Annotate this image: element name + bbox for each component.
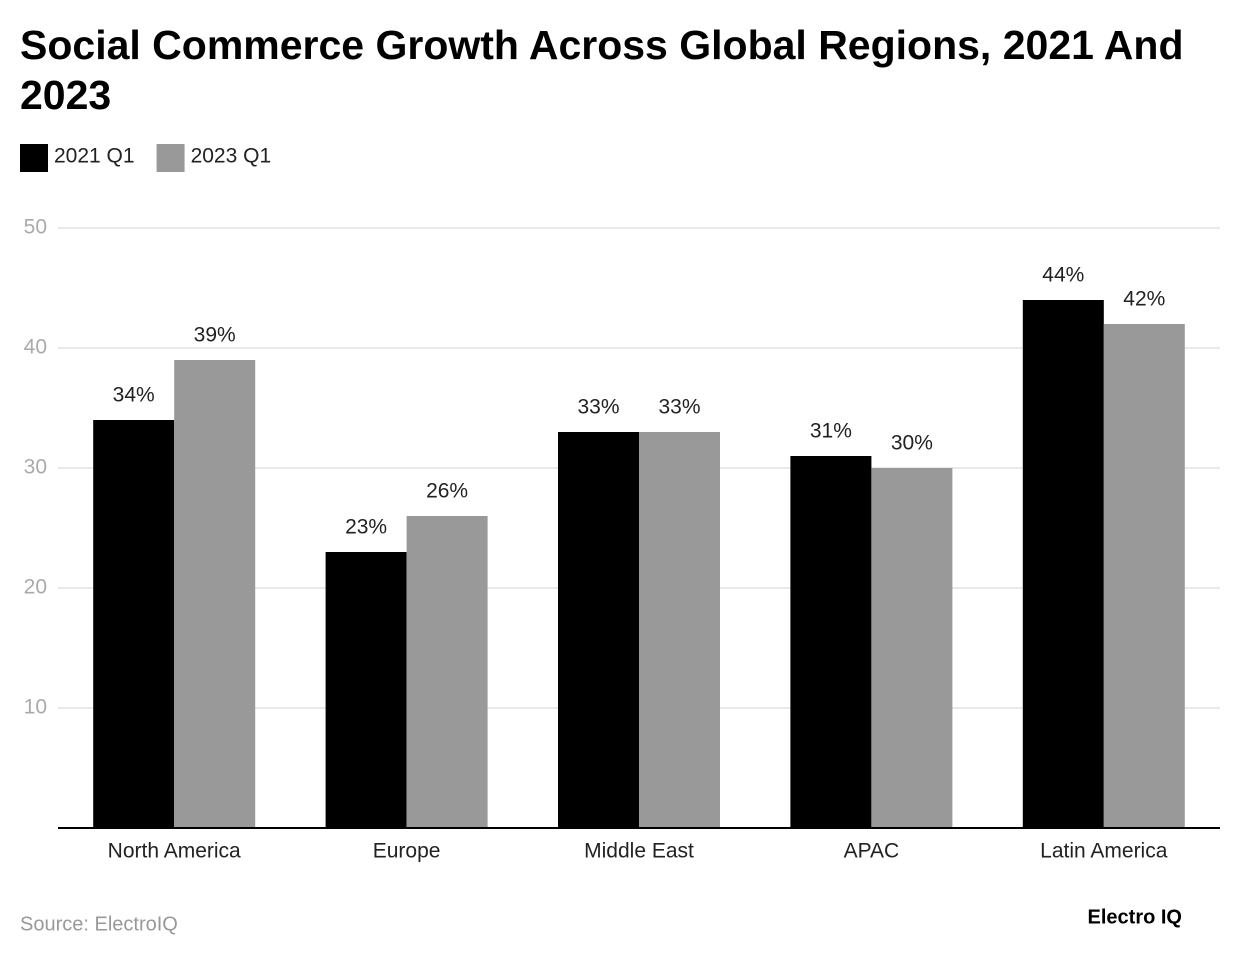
value-label: 39%	[194, 324, 236, 347]
value-label: 30%	[891, 432, 933, 455]
brand: Electro IQ	[1088, 906, 1182, 928]
value-label: 33%	[577, 396, 619, 419]
value-label: 44%	[1042, 264, 1084, 287]
x-tick-label: Middle East	[584, 840, 694, 863]
bar	[871, 468, 953, 828]
chart-title: Social Commerce Growth Across Global Reg…	[20, 22, 1184, 118]
bar	[558, 432, 639, 828]
value-label: 33%	[658, 396, 700, 419]
y-tick-label: 20	[24, 576, 47, 599]
bar	[790, 456, 872, 828]
y-tick-label: 30	[24, 456, 47, 479]
x-tick-label: North America	[108, 840, 241, 863]
x-tick-label: APAC	[844, 840, 900, 863]
legend-label: 2023 Q1	[191, 145, 272, 168]
y-tick-label: 40	[24, 336, 47, 359]
bar	[325, 552, 407, 828]
bar	[639, 432, 720, 828]
bar	[1022, 300, 1104, 828]
legend-label: 2021 Q1	[54, 145, 135, 168]
value-label: 42%	[1123, 288, 1165, 311]
bar	[174, 360, 256, 828]
bar	[406, 516, 488, 828]
legend-swatch	[156, 144, 185, 172]
value-label: 31%	[810, 420, 852, 443]
x-tick-label: Latin America	[1040, 840, 1168, 863]
value-label: 23%	[345, 516, 387, 539]
bar	[1103, 324, 1185, 828]
y-tick-label: 10	[24, 696, 47, 719]
legend-swatch	[20, 144, 48, 172]
source: Source: ElectroIQ	[20, 913, 178, 935]
bar	[93, 420, 175, 828]
value-label: 26%	[426, 480, 468, 503]
x-tick-label: Europe	[373, 840, 441, 863]
value-label: 34%	[113, 384, 155, 407]
y-tick-label: 50	[24, 216, 47, 239]
